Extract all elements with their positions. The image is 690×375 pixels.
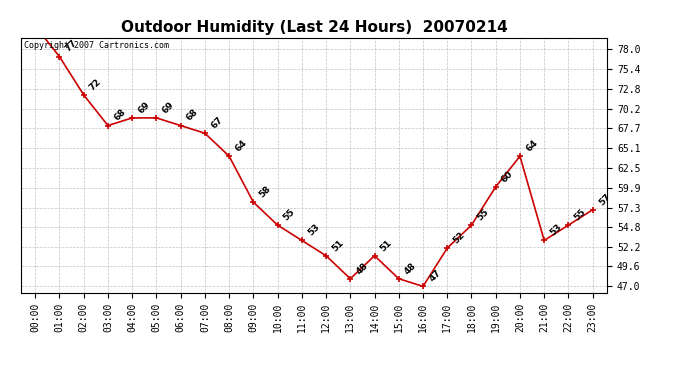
Text: 53: 53 <box>306 222 322 238</box>
Text: 52: 52 <box>451 230 466 245</box>
Text: 53: 53 <box>549 222 564 238</box>
Text: 77: 77 <box>63 39 79 54</box>
Title: Outdoor Humidity (Last 24 Hours)  20070214: Outdoor Humidity (Last 24 Hours) 2007021… <box>121 20 507 35</box>
Text: 68: 68 <box>185 108 200 123</box>
Text: 48: 48 <box>355 261 370 276</box>
Text: 51: 51 <box>331 238 346 253</box>
Text: 69: 69 <box>161 100 176 115</box>
Text: 64: 64 <box>524 138 540 153</box>
Text: 55: 55 <box>475 207 491 222</box>
Text: 48: 48 <box>403 261 418 276</box>
Text: 81: 81 <box>0 374 1 375</box>
Text: Copyright 2007 Cartronics.com: Copyright 2007 Cartronics.com <box>23 41 168 50</box>
Text: 67: 67 <box>209 115 224 130</box>
Text: 72: 72 <box>88 77 103 92</box>
Text: 69: 69 <box>137 100 152 115</box>
Text: 57: 57 <box>597 192 612 207</box>
Text: 58: 58 <box>257 184 273 200</box>
Text: 55: 55 <box>282 207 297 222</box>
Text: 51: 51 <box>379 238 394 253</box>
Text: 68: 68 <box>112 108 128 123</box>
Text: 64: 64 <box>233 138 248 153</box>
Text: 47: 47 <box>427 268 442 284</box>
Text: 60: 60 <box>500 169 515 184</box>
Text: 55: 55 <box>573 207 588 222</box>
